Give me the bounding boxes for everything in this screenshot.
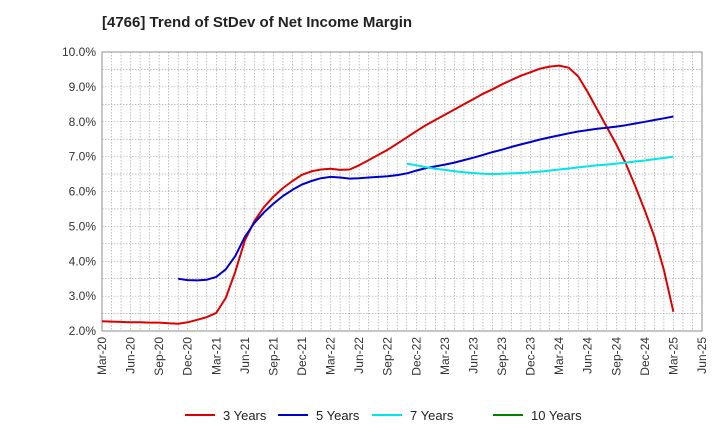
legend-item: 10 Years: [493, 404, 582, 426]
y-tick-label: 2.0%: [69, 324, 97, 338]
legend-swatch: [278, 414, 308, 416]
x-tick-label: Jun-21: [238, 337, 252, 374]
series-line-7-years: [406, 155, 674, 176]
x-tick-label: Sep-21: [266, 337, 280, 376]
legend-label: 10 Years: [531, 407, 582, 423]
y-tick-label: 10.0%: [62, 45, 96, 59]
x-tick-label: Mar-23: [438, 337, 452, 375]
legend-swatch: [372, 414, 402, 416]
x-tick-label: Dec-21: [295, 337, 309, 376]
grid: [101, 51, 703, 332]
y-tick-label: 3.0%: [69, 289, 97, 303]
legend-swatch: [185, 414, 215, 416]
legend-item: 7 Years: [372, 404, 453, 426]
chart-title: [4766] Trend of StDev of Net Income Marg…: [102, 14, 413, 31]
series-lines: [101, 64, 675, 325]
y-tick-label: 5.0%: [69, 219, 97, 233]
axes: 2.0% 3.0% 4.0% 5.0% 6.0% 7.0% 8.0% 9.0% 10.0% Mar…: [62, 45, 709, 376]
line-chart: 2.0% 3.0% 4.0% 5.0% 6.0% 7.0% 8.0% 9.0% 10.0% Mar…: [62, 45, 709, 376]
y-tick-label: 4.0%: [69, 254, 97, 268]
x-tick-label: Jun-20: [124, 337, 138, 374]
x-tick-label: Mar-25: [666, 337, 680, 375]
y-tick-label: 6.0%: [69, 185, 97, 199]
x-tick-label: Dec-20: [181, 337, 195, 376]
x-tick-label: Jun-24: [581, 337, 595, 374]
y-tick-label: 8.0%: [69, 115, 97, 129]
x-tick-label: Jun-23: [466, 337, 480, 374]
legend-swatch: [493, 414, 523, 416]
legend-label: 3 Years: [223, 407, 267, 423]
x-tick-label: Sep-20: [152, 337, 166, 376]
x-tick-label: Sep-22: [381, 337, 395, 376]
x-tick-label: Dec-23: [524, 337, 538, 376]
x-tick-label: Mar-24: [552, 337, 566, 375]
x-tick-label: Dec-24: [638, 337, 652, 376]
y-tick-label: 9.0%: [69, 80, 97, 94]
x-tick-label: Sep-23: [495, 337, 509, 376]
legend-label: 5 Years: [316, 407, 360, 423]
x-tick-label: Mar-22: [324, 337, 338, 375]
x-tick-label: Mar-20: [95, 337, 109, 375]
x-tick-label: Dec-22: [409, 337, 423, 376]
x-tick-label: Sep-24: [609, 337, 623, 376]
legend-item: 5 Years: [278, 404, 359, 426]
legend: 3 Years 5 Years 7 Years 10 Years: [0, 404, 720, 426]
x-tick-label: Jun-22: [352, 337, 366, 374]
x-tick-label: Jun-25: [695, 337, 709, 374]
y-tick-label: 7.0%: [69, 150, 97, 164]
series-line-3-years: [101, 64, 675, 325]
legend-item: 3 Years: [185, 404, 266, 426]
legend-label: 7 Years: [410, 407, 454, 423]
x-tick-label: Mar-21: [209, 337, 223, 375]
